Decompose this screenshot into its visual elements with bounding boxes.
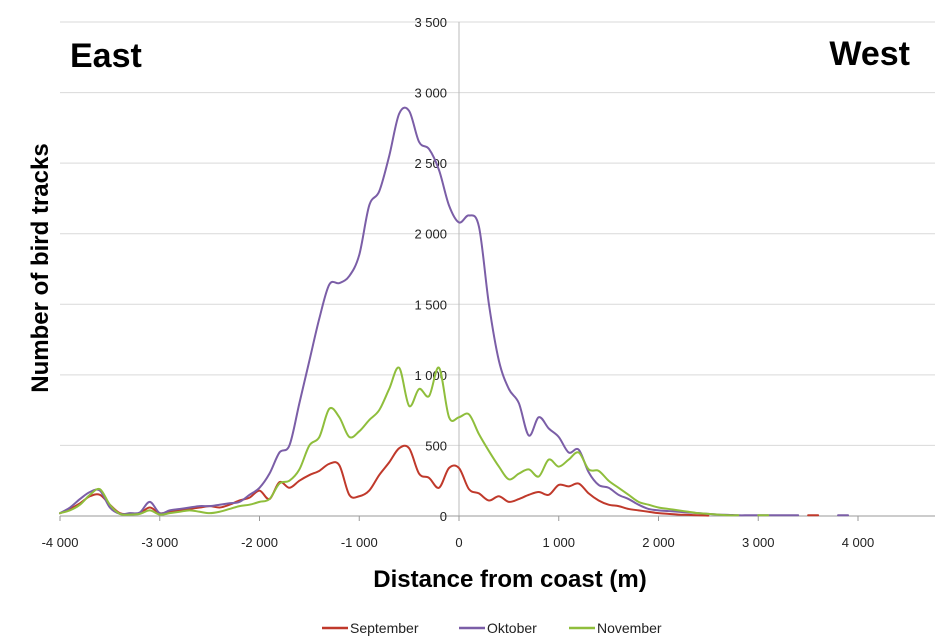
- legend: September Oktober November: [322, 620, 662, 636]
- series-lines: [59, 106, 850, 517]
- x-axis-title: Distance from coast (m): [373, 566, 646, 593]
- x-tick-label: -4 000: [42, 535, 79, 550]
- y-tick-label: 500: [425, 438, 447, 453]
- y-tick-labels: 0 500 1 000 1 500 2 000 2 500 3 000 3 500: [414, 15, 447, 524]
- x-tick-labels: -4 000 -3 000 -2 000 -1 000 0 1 000 2 000 3 000…: [42, 535, 875, 550]
- east-annotation: East: [70, 37, 142, 75]
- x-tick-label: 1 000: [542, 535, 575, 550]
- x-tick-marks: [59, 516, 859, 521]
- y-tick-label: 3 000: [414, 86, 447, 101]
- y-tick-label: 1 000: [414, 368, 447, 383]
- legend-label: September: [350, 620, 419, 636]
- y-tick-label: 0: [440, 509, 447, 524]
- y-tick-label: 1 500: [414, 297, 447, 312]
- x-tick-label: -3 000: [141, 535, 178, 550]
- y-axis-title: Number of bird tracks: [27, 143, 54, 392]
- gridlines: [60, 21, 935, 446]
- y-tick-label: 2 500: [414, 156, 447, 171]
- x-tick-label: 0: [455, 535, 462, 550]
- x-tick-label: 4 000: [842, 535, 875, 550]
- y-tick-label: 2 000: [414, 227, 447, 242]
- series-line-november: [59, 366, 770, 517]
- series-line-september: [59, 444, 820, 517]
- x-tick-label: -2 000: [241, 535, 278, 550]
- series-line-oktober: [59, 106, 850, 517]
- x-tick-label: 3 000: [742, 535, 775, 550]
- west-annotation: West: [829, 35, 910, 73]
- x-tick-label: -1 000: [341, 535, 378, 550]
- y-tick-label: 3 500: [414, 15, 447, 30]
- legend-label: Oktober: [487, 620, 537, 636]
- x-tick-label: 2 000: [642, 535, 675, 550]
- legend-label: November: [597, 620, 662, 636]
